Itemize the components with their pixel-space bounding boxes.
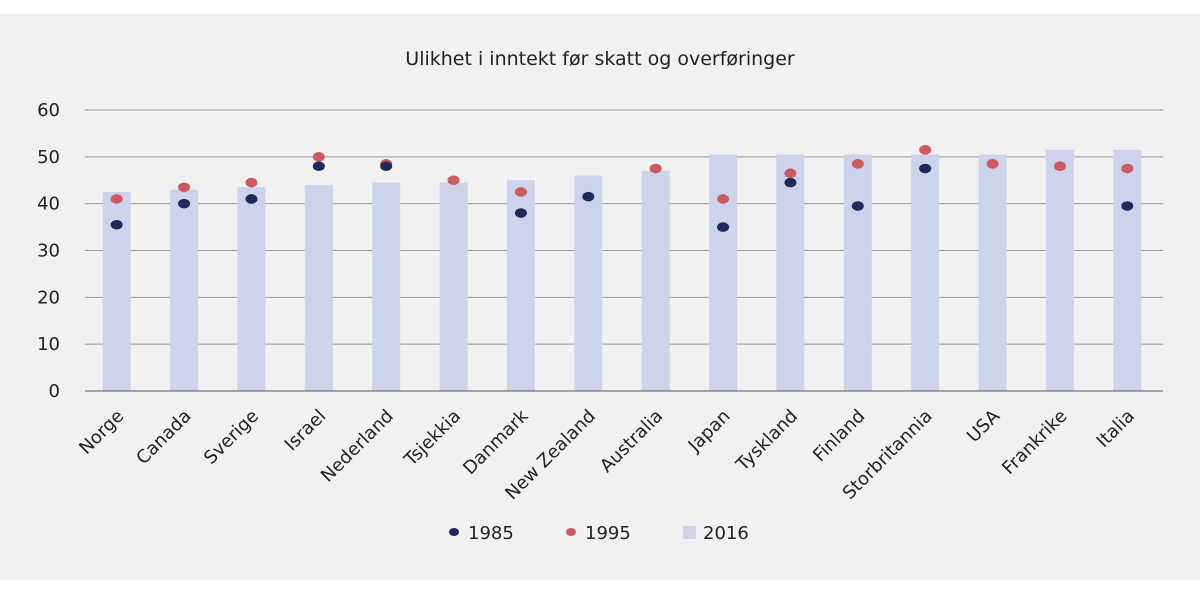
chart-figure: Ulikhet i inntekt før skatt og overførin… bbox=[0, 14, 1200, 580]
dot-1985-norge bbox=[110, 219, 123, 230]
dot-1995-danmark bbox=[514, 187, 527, 197]
bar-2016-storbritannia bbox=[911, 154, 940, 391]
legend-label-1985: 1985 bbox=[468, 523, 514, 544]
bar-2016-new-zealand bbox=[574, 175, 603, 391]
dot-1995-usa bbox=[986, 159, 999, 169]
bar-2016-frankrike bbox=[1045, 149, 1074, 391]
dot-1995-australia bbox=[649, 163, 662, 174]
bar-2016-tyskland bbox=[776, 154, 805, 391]
x-tick-label: USA bbox=[963, 405, 1005, 447]
bar-2016-finland bbox=[843, 154, 872, 391]
bars-2016 bbox=[85, 149, 1163, 392]
x-tick-label: Israel bbox=[281, 406, 331, 456]
y-tick-label: 60 bbox=[37, 100, 60, 121]
x-tick-label: Japan bbox=[684, 406, 735, 457]
x-tick-label: Tsjekkia bbox=[400, 406, 465, 471]
bar-2016-israel bbox=[304, 184, 333, 391]
dot-1995-storbritannia bbox=[919, 145, 932, 155]
dot-1995-tsjekkia bbox=[447, 175, 460, 186]
legend-swatch-2016 bbox=[683, 526, 696, 539]
dot-1985-sverige bbox=[245, 194, 258, 204]
y-tick-label: 10 bbox=[37, 334, 60, 355]
x-tick-label: Nederland bbox=[317, 406, 398, 487]
bar-2016-canada bbox=[170, 189, 199, 391]
dot-1985-storbritannia bbox=[919, 163, 932, 174]
dot-1985-finland bbox=[851, 201, 864, 211]
dot-1995-finland bbox=[851, 159, 864, 169]
y-tick-label: 0 bbox=[49, 381, 60, 402]
x-tick-label: Sverige bbox=[200, 406, 263, 469]
bar-2016-usa bbox=[978, 154, 1007, 391]
legend-label-2016: 2016 bbox=[703, 523, 749, 544]
bar-2016-australia bbox=[641, 170, 670, 391]
dot-1985-israel bbox=[312, 161, 325, 171]
legend-label-1995: 1995 bbox=[585, 523, 631, 544]
bar-2016-japan bbox=[709, 154, 738, 391]
dot-1995-sverige bbox=[245, 177, 258, 188]
dot-1985-tyskland bbox=[784, 177, 797, 188]
dot-1995-norge bbox=[110, 194, 123, 204]
bar-2016-italia bbox=[1113, 149, 1142, 391]
y-tick-label: 20 bbox=[37, 287, 60, 308]
dot-1985-japan bbox=[717, 222, 730, 232]
dot-1985-danmark bbox=[514, 208, 527, 218]
dot-1995-israel bbox=[312, 152, 325, 162]
x-tick-label: Canada bbox=[132, 406, 195, 469]
dot-1985-canada bbox=[178, 198, 191, 209]
dot-1985-italia bbox=[1121, 201, 1134, 211]
dot-1995-frankrike bbox=[1053, 161, 1066, 171]
x-tick-label: Frankrike bbox=[998, 406, 1071, 479]
bar-2016-nederland bbox=[372, 182, 401, 391]
dot-1985-new-zealand bbox=[582, 191, 595, 202]
dot-1995-canada bbox=[178, 182, 191, 193]
x-tick-label: Italia bbox=[1093, 406, 1139, 452]
dot-1985-nederland bbox=[380, 161, 393, 171]
legend-swatch-1985 bbox=[449, 528, 459, 536]
bar-2016-sverige bbox=[237, 187, 266, 391]
chart-svg: Ulikhet i inntekt før skatt og overførin… bbox=[37, 48, 1163, 544]
chart-title: Ulikhet i inntekt før skatt og overførin… bbox=[405, 48, 795, 70]
y-axis-ticks: 0 10 20 30 40 50 60 bbox=[37, 100, 60, 402]
y-tick-label: 40 bbox=[37, 194, 60, 215]
y-tick-label: 50 bbox=[37, 147, 60, 168]
dot-1995-italia bbox=[1121, 163, 1134, 174]
legend-swatch-1995 bbox=[566, 528, 576, 536]
x-tick-label: Tyskland bbox=[732, 406, 802, 476]
dots bbox=[110, 145, 1134, 232]
x-tick-label: Finland bbox=[809, 406, 869, 466]
dot-1995-tyskland bbox=[784, 168, 797, 179]
legend: 1985 1995 2016 bbox=[449, 523, 749, 544]
bar-2016-tsjekkia bbox=[439, 182, 468, 391]
x-tick-label: Norge bbox=[75, 406, 128, 459]
y-tick-label: 30 bbox=[37, 241, 60, 262]
dot-1995-japan bbox=[717, 194, 730, 204]
x-tick-label: Australia bbox=[596, 406, 667, 477]
